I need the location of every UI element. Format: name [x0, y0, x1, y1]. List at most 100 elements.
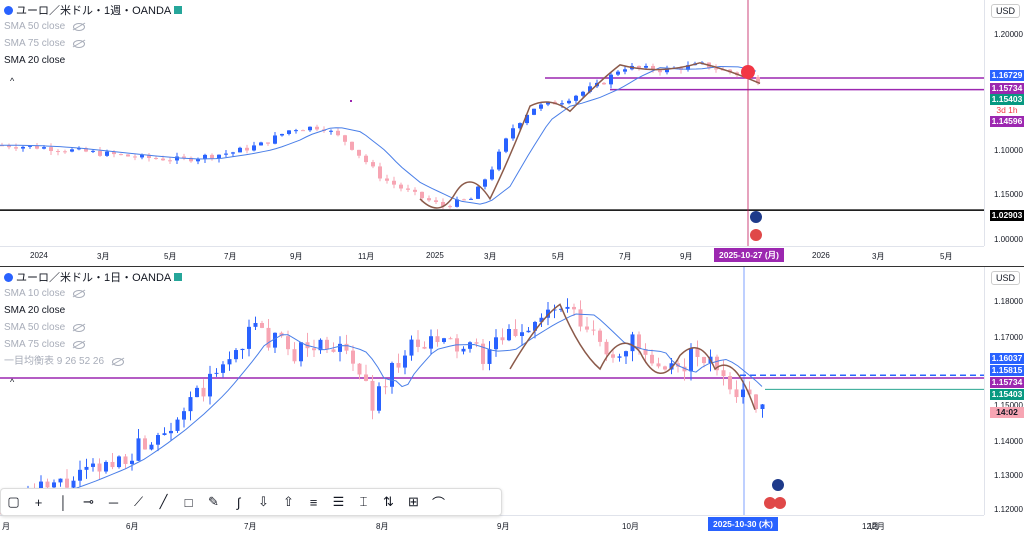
- weekly-plot-area[interactable]: [0, 0, 984, 246]
- currency-button[interactable]: USD: [991, 271, 1021, 285]
- weekly-chart-pane[interactable]: ユーロ／米ドル・1週・OANDA SMA 50 close SMA 75 clo…: [0, 0, 1024, 264]
- hidden-eye-icon[interactable]: [73, 323, 86, 332]
- weekly-indicator-sma75[interactable]: SMA 75 close: [4, 35, 182, 52]
- weekly-candle: [616, 71, 620, 75]
- weekly-candle: [399, 184, 403, 189]
- hidden-eye-icon[interactable]: [73, 289, 86, 298]
- pen-icon[interactable]: ∫: [236, 494, 241, 510]
- time-tick: 5月: [164, 252, 177, 261]
- brush-icon[interactable]: ✎: [208, 494, 219, 509]
- hidden-eye-icon[interactable]: [73, 22, 86, 31]
- weekly-candle: [567, 100, 571, 104]
- daily-indicator-sma20[interactable]: SMA 20 close: [4, 305, 66, 316]
- rectangle-icon[interactable]: ▢: [7, 494, 20, 509]
- drawing-toolbar: ▢ + │ ⊸ ─ ⟋ ╱ □ ✎ ∫ ⇩ ⇧ ≡ ☰ ⌶ ⇅ ⊞ ⌒: [0, 488, 502, 516]
- event-marker-icon: [741, 65, 755, 79]
- daily-candle: [598, 330, 602, 342]
- hidden-eye-icon[interactable]: [112, 357, 125, 366]
- weekly-candle: [490, 169, 494, 180]
- weekly-indicator-sma20[interactable]: SMA 20 close: [4, 55, 66, 66]
- daily-plot-area[interactable]: [0, 267, 984, 519]
- daily-indicator-ichimoku[interactable]: 一目均衡表 9 26 52 26: [4, 353, 182, 370]
- weekly-candle: [658, 70, 662, 73]
- daily-candle: [643, 349, 648, 355]
- weekly-legend: ユーロ／米ドル・1週・OANDA SMA 50 close SMA 75 clo…: [4, 2, 183, 69]
- weekly-candle: [84, 148, 88, 152]
- daily-candle: [130, 460, 134, 464]
- weekly-indicator-sma50[interactable]: SMA 50 close: [4, 18, 182, 35]
- lines-icon[interactable]: ≡: [309, 494, 318, 510]
- hidden-eye-icon[interactable]: [73, 39, 86, 48]
- path-icon[interactable]: ⟋: [133, 494, 144, 509]
- daily-candle: [143, 438, 147, 450]
- weekly-candle: [525, 114, 529, 124]
- weekly-candle: [483, 179, 487, 187]
- vertical-line-icon[interactable]: │: [59, 494, 68, 510]
- daily-candle: [149, 444, 154, 450]
- daily-candle: [338, 343, 342, 352]
- fib-icon[interactable]: ☰: [332, 494, 345, 509]
- daily-time-axis[interactable]: 月 6月 7月 8月 9月 10月 12月 12月: [0, 515, 984, 536]
- box-icon[interactable]: □: [184, 494, 193, 510]
- price-tick: 1.10000: [994, 146, 1023, 155]
- daily-chart-title[interactable]: ユーロ／米ドル・1日・OANDA: [4, 269, 183, 285]
- measure-icon[interactable]: ⌶: [359, 494, 368, 509]
- daily-candle: [260, 323, 264, 328]
- price-range-icon[interactable]: ⇅: [383, 494, 394, 509]
- weekly-candle: [364, 155, 368, 163]
- weekly-candle: [154, 157, 158, 159]
- weekly-candle: [245, 147, 249, 151]
- weekly-candle: [532, 108, 536, 115]
- daily-chart-pane[interactable]: ユーロ／米ドル・1日・OANDA SMA 10 close SMA 20 clo…: [0, 266, 1024, 535]
- trend-line-icon[interactable]: ╱: [159, 494, 168, 509]
- daily-candle: [370, 380, 375, 411]
- time-tick: 9月: [680, 252, 693, 261]
- weekly-candle: [329, 130, 333, 132]
- zoom-icon[interactable]: ⊞: [408, 494, 419, 509]
- weekly-candle: [336, 130, 340, 136]
- daily-indicator-sma50[interactable]: SMA 50 close: [4, 319, 182, 336]
- weekly-candle: [539, 104, 543, 109]
- weekly-symbol-label: ユーロ／米ドル・1週・OANDA: [16, 5, 172, 17]
- daily-candle: [266, 327, 271, 348]
- horizontal-line-icon[interactable]: ─: [108, 494, 119, 510]
- pattern-icon[interactable]: ⌒: [431, 495, 445, 511]
- weekly-pattern-line: [419, 62, 761, 209]
- weekly-candle: [42, 147, 46, 149]
- arrow-down-icon[interactable]: ⇩: [258, 494, 269, 509]
- daily-candle: [552, 309, 557, 311]
- daily-candle: [318, 339, 323, 351]
- price-tick: 1.20000: [994, 30, 1023, 39]
- daily-candle: [240, 348, 245, 351]
- weekly-candle: [217, 154, 221, 159]
- weekly-chart-canvas[interactable]: [0, 0, 984, 246]
- daily-candle: [585, 326, 589, 330]
- daily-chart-canvas[interactable]: [0, 267, 984, 519]
- crosshair-icon[interactable]: +: [34, 494, 43, 510]
- daily-candle: [734, 389, 739, 398]
- weekly-candle: [420, 191, 424, 199]
- weekly-chart-title[interactable]: ユーロ／米ドル・1週・OANDA: [4, 2, 183, 18]
- daily-indicator-sma75[interactable]: SMA 75 close: [4, 336, 182, 353]
- collapse-legend-icon[interactable]: ^: [10, 76, 15, 86]
- weekly-candle: [259, 142, 263, 146]
- daily-candle: [221, 364, 225, 373]
- weekly-candle: [560, 103, 564, 105]
- weekly-candle: [406, 188, 410, 190]
- weekly-time-axis[interactable]: 2024 3月 5月 7月 9月 11月 2025 3月 5月 7月 9月 2026 3月 5月: [0, 246, 984, 265]
- arrow-up-icon[interactable]: ⇧: [283, 494, 294, 509]
- hidden-eye-icon[interactable]: [73, 340, 86, 349]
- collapse-legend-icon[interactable]: ^: [10, 377, 15, 387]
- daily-indicator-sma10[interactable]: SMA 10 close: [4, 285, 182, 302]
- daily-cursor-date: 2025-10-30 (木): [708, 517, 779, 531]
- weekly-candle: [182, 156, 186, 158]
- daily-candle: [500, 337, 505, 341]
- daily-candle: [331, 349, 336, 352]
- daily-candle: [617, 356, 622, 358]
- countdown-label: 3d 1h: [990, 105, 1024, 116]
- weekly-candle: [343, 135, 347, 142]
- horizontal-ray-icon[interactable]: ⊸: [83, 494, 94, 509]
- daily-candle: [760, 404, 765, 410]
- currency-button[interactable]: USD: [991, 4, 1021, 18]
- daily-candle: [637, 334, 641, 350]
